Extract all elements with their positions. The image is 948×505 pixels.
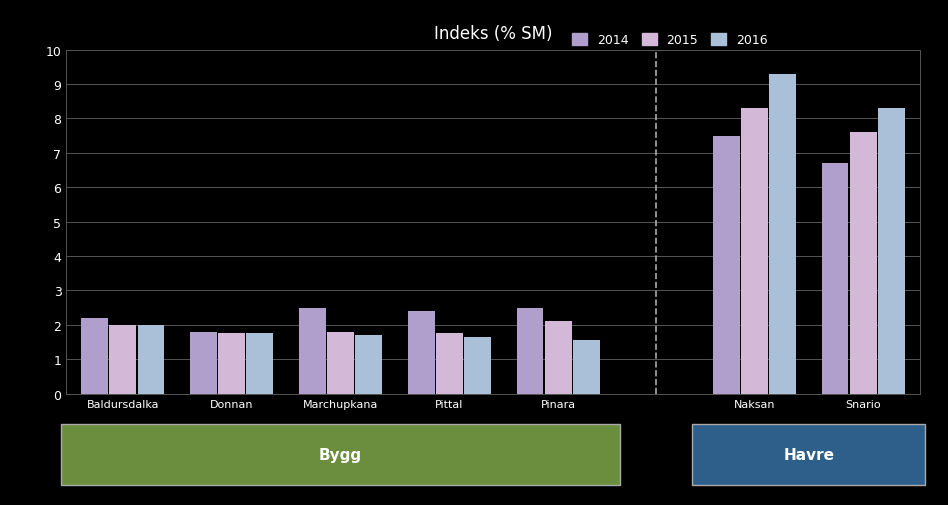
Bar — [545, 322, 572, 394]
Bar — [574, 341, 600, 394]
Bar — [713, 136, 739, 394]
Bar — [436, 334, 463, 394]
Bar — [849, 133, 877, 394]
Bar — [218, 334, 245, 394]
Text: Havre: Havre — [783, 447, 834, 462]
Bar — [408, 312, 434, 394]
Bar — [137, 325, 164, 394]
Legend: 2014, 2015, 2016: 2014, 2015, 2016 — [568, 29, 773, 52]
Bar — [246, 334, 273, 394]
Bar — [356, 335, 382, 394]
Bar — [878, 109, 904, 394]
Bar — [82, 318, 108, 394]
Title: Indeks (% SM): Indeks (% SM) — [433, 25, 552, 43]
Bar — [190, 332, 217, 394]
Bar — [822, 164, 848, 394]
Bar — [109, 325, 137, 394]
Bar — [517, 308, 543, 394]
Bar — [769, 75, 796, 394]
Bar — [465, 337, 491, 394]
Bar — [327, 332, 354, 394]
Bar — [299, 308, 326, 394]
Bar — [741, 109, 768, 394]
Text: Bygg: Bygg — [319, 447, 362, 462]
